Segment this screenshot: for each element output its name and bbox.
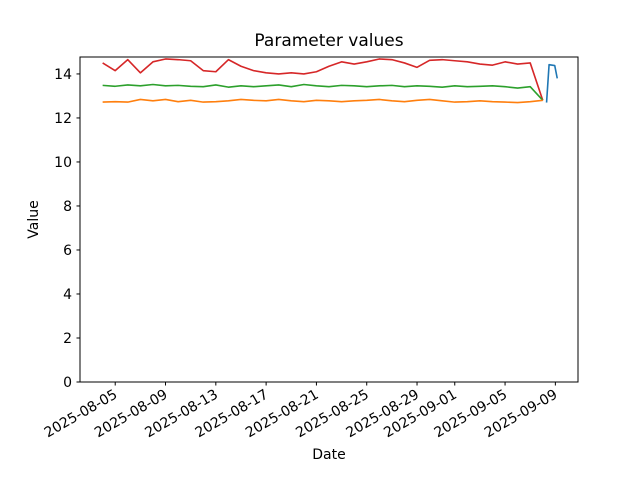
y-tick-label: 10 xyxy=(54,155,72,171)
y-tick-label: 12 xyxy=(54,111,72,127)
series-line-red-parameter xyxy=(102,58,544,101)
axes-frame xyxy=(79,56,579,383)
series-line-orange-parameter xyxy=(102,98,543,104)
y-tick-label: 6 xyxy=(63,243,72,259)
series-line-blue-parameter xyxy=(545,63,559,103)
chart-title: Parameter values xyxy=(254,31,403,51)
series-line-green-parameter xyxy=(102,83,544,101)
plot-area: 024681012142025-08-052025-08-092025-08-1… xyxy=(42,56,579,441)
y-axis-label: Value xyxy=(26,200,42,238)
y-tick-label: 14 xyxy=(54,67,72,83)
y-tick-label: 4 xyxy=(63,287,72,303)
y-tick-label: 0 xyxy=(63,375,72,391)
y-tick-label: 8 xyxy=(63,199,72,215)
x-axis-label: Date xyxy=(312,447,345,463)
y-tick-label: 2 xyxy=(63,331,72,347)
